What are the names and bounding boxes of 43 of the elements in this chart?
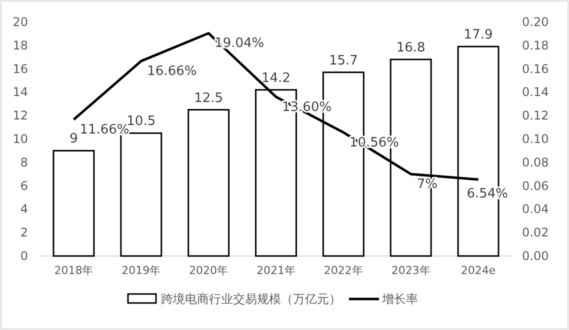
data-label: 16.8 (396, 40, 426, 56)
y-tick-label: 16 (12, 62, 28, 76)
data-label: 11.66% (80, 122, 130, 138)
legend-label: 跨境电商行业交易规模（万亿元） (161, 292, 341, 306)
x-tick-label: 2019年 (122, 264, 161, 277)
x-tick-label: 2023年 (391, 264, 430, 277)
y2-tick-label: 0.14 (522, 85, 549, 100)
x-tick-label: 2024e (460, 264, 496, 277)
y-tick-label: 14 (12, 85, 28, 100)
bar (120, 132, 162, 257)
y2-tick-label: 0.08 (522, 155, 549, 170)
y-tick-label: 8 (20, 155, 28, 170)
y2-tick-label: 0.06 (522, 178, 549, 193)
y-tick-label: 4 (20, 202, 28, 216)
y-tick-label: 2 (20, 226, 28, 240)
y-tick-label: 6 (20, 178, 28, 193)
data-label: 17.9 (464, 28, 493, 43)
x-tick-label: 2021年 (256, 264, 296, 277)
y-tick-label: 18 (12, 38, 28, 52)
y-tick-label: 20 (12, 15, 28, 29)
y-tick-label: 10 (12, 132, 28, 146)
y2-tick-label: 0.02 (522, 226, 549, 240)
data-label: 15.7 (328, 53, 358, 68)
data-label: 14.2 (262, 70, 290, 86)
x-tick-label: 2020年 (189, 264, 228, 277)
y-tick-label: 12 (12, 108, 28, 123)
data-label: 16.66% (147, 64, 197, 80)
y-tick-label: 0 (20, 249, 28, 263)
y2-tick-label: 0.18 (522, 38, 549, 52)
y2-tick-label: 0.16 (522, 62, 549, 76)
x-tick-label: 2022年 (324, 264, 363, 277)
y2-tick-label: 0.12 (522, 108, 549, 123)
y2-tick-label: 0.04 (522, 202, 549, 216)
data-label: 9 (70, 132, 78, 147)
data-label: 10.5 (126, 114, 156, 130)
bar (52, 150, 95, 257)
y2-tick-label: 0.20 (522, 15, 549, 29)
legend-label: 增长率 (381, 292, 418, 306)
x-tick-label: 2018年 (54, 264, 94, 277)
bar (188, 109, 230, 257)
y2-tick-label: 0.00 (522, 249, 549, 263)
y2-tick-label: 0.10 (522, 132, 549, 146)
data-label: 12.5 (194, 90, 224, 106)
